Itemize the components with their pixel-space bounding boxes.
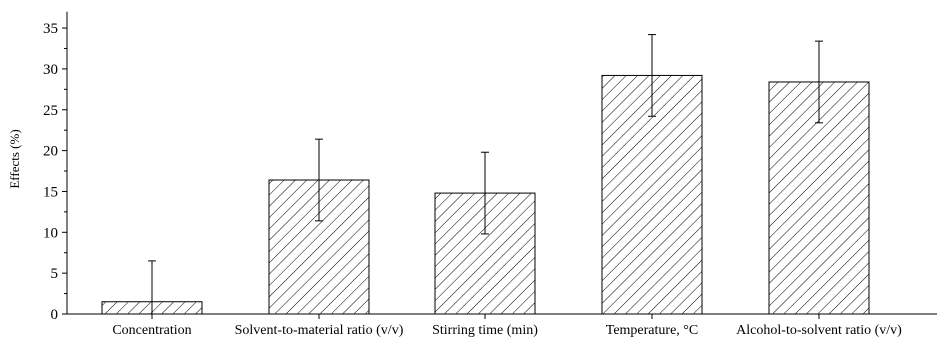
y-tick-label: 15 [43,184,58,200]
x-tick-labels: Concentration Solvent-to-material ratio (… [112,314,902,338]
x-tick-label: Solvent-to-material ratio (v/v) [235,323,404,338]
y-tick-label: 0 [51,307,59,323]
y-tick-label: 25 [43,103,58,119]
y-ticks: 0 5 10 15 20 25 30 35 [43,21,67,323]
x-tick-label: Alcohol-to-solvent ratio (v/v) [736,323,902,338]
y-tick-label: 20 [43,144,58,160]
y-tick-label: 30 [43,62,58,78]
bars [101,74,870,315]
x-tick-label: Stirring time (min) [432,323,538,338]
x-tick-label: Temperature, °C [606,323,698,338]
y-tick-label: 5 [51,266,59,282]
y-axis-label: Effects (%) [7,129,22,188]
y-tick-label: 10 [43,225,58,241]
y-tick-label: 35 [43,21,58,37]
error-bars [148,34,823,314]
x-tick-label: Concentration [112,323,191,338]
